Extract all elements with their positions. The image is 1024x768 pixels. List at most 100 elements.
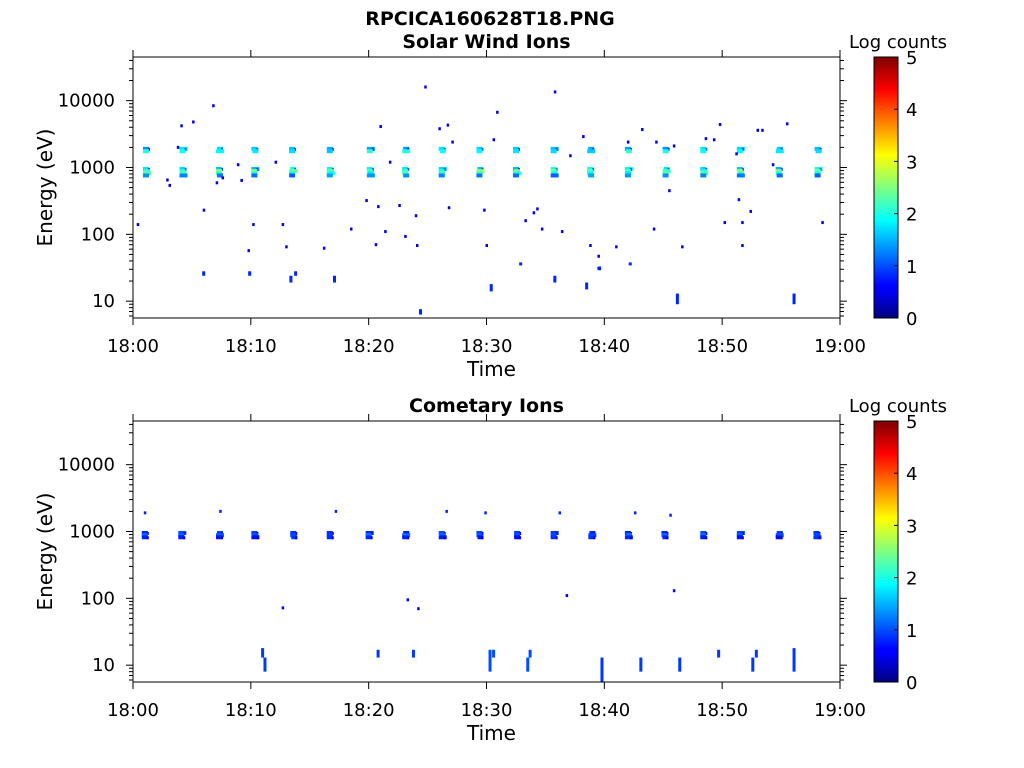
- comet-beam-cell: [439, 533, 446, 538]
- comet-x-tick-label: 18:20: [343, 700, 395, 721]
- sw-beam-cell: [438, 169, 445, 174]
- sw-beam-cell: [438, 146, 445, 151]
- sw-beam-cell: [700, 149, 707, 154]
- sw-beam-cell: [513, 169, 520, 174]
- comet-colorbar-gradient: [873, 420, 899, 683]
- comet-x-tick-label: 18:30: [461, 700, 513, 721]
- sw-count-pixel: [712, 138, 716, 142]
- sw-count-pixel: [723, 221, 727, 225]
- sw-count-pixel: [215, 181, 219, 185]
- comet-colorbar: Log counts 0 1 2 3 4 5: [849, 396, 947, 694]
- sw-beam-cell: [326, 173, 333, 178]
- sw-beam-cell: [403, 173, 410, 178]
- sw-count-pixel: [176, 145, 180, 149]
- sw-beam-cell: [736, 166, 743, 171]
- sw-beam-cell: [550, 146, 559, 151]
- comet-beam-cell: [326, 530, 333, 535]
- sw-count-pixel: [532, 211, 536, 215]
- comet-x-tick-label: 19:00: [814, 700, 866, 721]
- comet-y-tick-label: 10000: [58, 455, 115, 476]
- comet-y-tick-label: 1000: [69, 521, 115, 542]
- sw-low-energy-mark: [489, 284, 493, 292]
- comet-low-energy-mark: [678, 657, 682, 672]
- comet-beam-edge-cell: [481, 536, 484, 540]
- sw-count-pixel: [446, 123, 450, 127]
- figure-title: RPCICA160628T18.PNG: [365, 8, 615, 30]
- comet-colorbar-label: Log counts: [849, 396, 947, 417]
- comet-beam-edge-cell: [818, 536, 821, 540]
- sw-count-pixel: [615, 245, 618, 249]
- comet-panel-title: Cometary Ions: [409, 395, 564, 417]
- sw-count-pixel: [553, 90, 557, 94]
- sw-beam-cell: [402, 166, 409, 171]
- comet-beam-cell: [477, 535, 484, 540]
- sw-beam-cell: [216, 171, 223, 176]
- sw-beam-cell: [662, 149, 669, 154]
- sw-beam-cell: [216, 149, 225, 154]
- sw-beam-cell: [142, 149, 149, 154]
- sw-beam-cell: [142, 166, 149, 171]
- comet-beam-cell: [624, 530, 631, 535]
- comet-count-pixel: [334, 509, 338, 513]
- sw-count-pixel: [589, 244, 592, 248]
- comet-beam-cell: [326, 533, 333, 538]
- sw-count-pixel: [384, 230, 387, 234]
- sw-beam-cell: [217, 173, 224, 178]
- sw-count-pixel: [424, 85, 427, 89]
- sw-count-pixel: [414, 214, 418, 218]
- comet-colorbar-tick-label: 1: [906, 621, 917, 642]
- comet-beam-cell: [588, 535, 595, 540]
- sw-beam-cell: [736, 146, 745, 151]
- sw-y-tick-label: 1000: [69, 157, 115, 178]
- comet-count-pixel: [565, 594, 569, 598]
- sw-count-pixel: [236, 163, 240, 167]
- comet-colorbar-tick-label: 3: [906, 516, 917, 537]
- sw-beam-cell: [217, 146, 224, 151]
- sw-beam-cell: [326, 171, 335, 176]
- sw-x-tick-label: 18:50: [696, 336, 748, 357]
- sw-count-pixel: [582, 135, 585, 139]
- sw-beam-cell: [327, 169, 334, 174]
- comet-x-tick-label: 18:40: [578, 700, 630, 721]
- comet-low-energy-mark: [261, 648, 265, 658]
- sw-count-pixel: [536, 207, 539, 211]
- sw-count-pixel: [212, 104, 215, 108]
- comet-beam-cell: [365, 533, 372, 538]
- sw-beam-cell: [366, 173, 375, 178]
- comet-beam-cell: [290, 530, 297, 535]
- sw-colorbar-tick-label: 4: [906, 100, 917, 121]
- sw-count-pixel: [221, 176, 225, 180]
- sw-beam-cell: [700, 173, 707, 178]
- sw-count-pixel: [447, 206, 451, 210]
- sw-beam-cell: [438, 173, 445, 178]
- comet-beam-cell: [178, 533, 185, 538]
- sw-count-pixel: [652, 227, 656, 231]
- sw-beam-cell: [289, 171, 296, 176]
- comet-beam-cell: [550, 535, 557, 540]
- comet-y-tick-label: 100: [81, 588, 115, 609]
- sw-colorbar: Log counts 0 1 2 3 4 5: [849, 32, 947, 330]
- sw-x-tick-label: 18:00: [107, 336, 159, 357]
- comet-x-axis: 18:00 18:10 18:20 18:30 18:40 18:50 19:00 Time: [107, 414, 866, 745]
- comet-beam-edge-cell: [519, 536, 522, 540]
- comet-beam-cell: [291, 535, 298, 540]
- sw-beam-cell: [403, 146, 410, 151]
- comet-beam-cell: [736, 533, 743, 538]
- comet-beam-edge-cell: [443, 536, 446, 540]
- sw-beam-cell: [814, 171, 821, 176]
- comet-beam-cell: [252, 533, 259, 538]
- comet-beam-cell: [700, 535, 707, 540]
- sw-count-pixel: [365, 199, 368, 203]
- comet-beam-cell: [402, 535, 409, 540]
- sw-count-pixel: [247, 249, 250, 253]
- sw-count-pixel: [761, 128, 764, 132]
- comet-count-pixel: [417, 607, 420, 611]
- sw-beam-cell: [289, 169, 298, 174]
- sw-beam-cell: [289, 146, 296, 151]
- comet-beam-cell: [550, 533, 557, 538]
- comet-y-axis-label: Energy (eV): [33, 493, 57, 611]
- sw-count-pixel: [202, 208, 206, 212]
- comet-beam-cell: [813, 535, 822, 540]
